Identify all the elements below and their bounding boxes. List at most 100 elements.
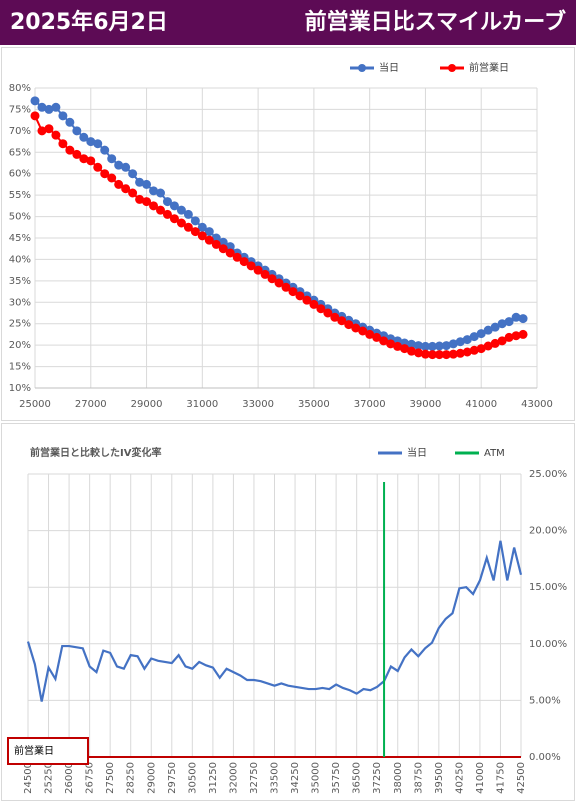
point <box>190 216 200 226</box>
y-tick-label: 75% <box>9 104 31 115</box>
y-tick-label: 5.00% <box>529 695 561 706</box>
y-tick-label: 50% <box>9 212 31 223</box>
point <box>121 184 131 194</box>
x-tick-label: 29000 <box>146 762 157 794</box>
legend-label: ATM <box>484 448 505 459</box>
x-tick-label: 27500 <box>105 762 116 794</box>
series-line <box>26 540 523 702</box>
x-tick-label: 26000 <box>64 762 75 794</box>
point <box>58 111 68 121</box>
y-tick-label: 25% <box>9 319 31 330</box>
point <box>142 179 152 189</box>
point <box>518 329 528 339</box>
point <box>211 239 221 249</box>
point <box>323 308 333 318</box>
x-tick-label: 43000 <box>521 399 553 410</box>
x-tick-label: 39500 <box>434 762 445 794</box>
y-tick-label: 30% <box>9 297 31 308</box>
point <box>183 222 193 232</box>
point <box>309 299 319 309</box>
y-tick-label: 10% <box>9 383 31 394</box>
point <box>288 287 298 297</box>
point <box>337 316 347 326</box>
point <box>107 154 117 164</box>
point <box>497 336 507 346</box>
point <box>358 326 368 336</box>
point <box>30 96 40 106</box>
point <box>30 111 40 121</box>
y-tick-label: 60% <box>9 169 31 180</box>
x-tick-label: 35000 <box>311 762 322 794</box>
x-tick-label: 37250 <box>372 762 383 794</box>
point <box>302 295 312 305</box>
point <box>176 218 186 228</box>
y-tick-label: 45% <box>9 233 31 244</box>
point <box>58 139 68 149</box>
point <box>267 274 277 284</box>
point <box>86 156 96 166</box>
y-tick-label: 55% <box>9 190 31 201</box>
point <box>65 117 75 127</box>
point <box>504 317 514 327</box>
legend-label: 前営業日 <box>469 61 509 74</box>
x-tick-label: 42500 <box>516 762 527 794</box>
point <box>204 235 214 245</box>
point <box>169 214 179 224</box>
point <box>239 257 249 267</box>
point <box>204 227 214 237</box>
header-date: 2025年6月2日 <box>10 9 168 35</box>
point <box>316 304 326 314</box>
x-tick-label: 31000 <box>186 399 218 410</box>
point <box>162 197 172 207</box>
point <box>100 169 110 179</box>
y-tick-label: 15.00% <box>529 582 567 593</box>
x-tick-label: 40250 <box>454 762 465 794</box>
x-tick-label: 38750 <box>413 762 424 794</box>
point <box>72 126 82 136</box>
x-tick-label: 24500 <box>23 762 34 794</box>
x-tick-label: 29750 <box>167 762 178 794</box>
y-tick-label: 70% <box>9 126 31 137</box>
point <box>51 102 61 112</box>
x-tick-label: 34250 <box>290 762 301 794</box>
x-tick-label: 41000 <box>475 762 486 794</box>
point <box>176 205 186 215</box>
point <box>72 149 82 159</box>
x-tick-label: 26750 <box>85 762 96 794</box>
y-tick-label: 65% <box>9 147 31 158</box>
y-tick-label: 15% <box>9 362 31 373</box>
x-tick-label: 37000 <box>354 399 386 410</box>
chart-panel <box>1 47 575 421</box>
header-bar <box>0 0 576 45</box>
point <box>344 320 354 330</box>
y-tick-label: 80% <box>9 83 31 94</box>
legend-marker <box>448 64 456 72</box>
point <box>149 201 159 211</box>
y-tick-label: 0.00% <box>529 752 561 763</box>
point <box>490 322 500 332</box>
point <box>190 227 200 237</box>
y-tick-label: 20% <box>9 340 31 351</box>
point <box>44 124 54 134</box>
point <box>476 329 486 339</box>
x-tick-label: 31250 <box>208 762 219 794</box>
x-tick-label: 25250 <box>44 762 55 794</box>
point <box>51 130 61 140</box>
x-tick-label: 39000 <box>410 399 442 410</box>
point <box>260 269 270 279</box>
point <box>162 209 172 219</box>
x-tick-label: 35000 <box>298 399 330 410</box>
y-tick-label: 35% <box>9 276 31 287</box>
point <box>232 252 242 262</box>
chart-panel <box>1 423 575 801</box>
point <box>372 332 382 342</box>
x-tick-label: 32000 <box>228 762 239 794</box>
y-tick-label: 40% <box>9 254 31 265</box>
point <box>156 205 165 215</box>
point <box>93 162 103 172</box>
header-title: 前営業日比スマイルカーブ <box>305 9 566 35</box>
point <box>128 169 138 179</box>
x-tick-label: 41750 <box>495 762 506 794</box>
y-tick-label: 10.00% <box>529 639 567 650</box>
